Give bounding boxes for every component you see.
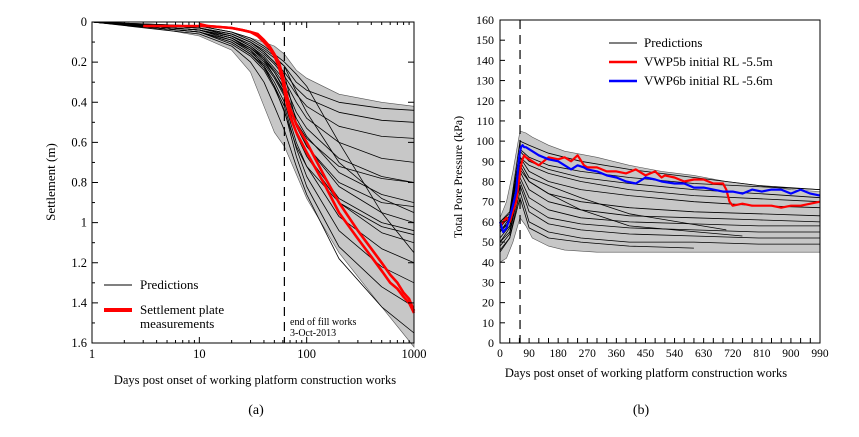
x-tick-label: 0 (497, 348, 503, 360)
annotation-line-1: end of fill works (290, 317, 356, 328)
legend-label: Predictions (140, 277, 199, 292)
prediction-line (91, 21, 415, 244)
prediction-line (91, 21, 415, 334)
y-tick-label: 140 (476, 53, 494, 67)
y-tick-label: 10 (482, 316, 494, 330)
legend: Predictions VWP5b initial RL -5.5m VWP6b… (609, 35, 773, 88)
prediction-line (499, 156, 821, 229)
x-axis-label: Days post onset of working platform cons… (505, 366, 787, 380)
x-tick-label: 270 (579, 348, 597, 360)
legend-label: Settlement plate (140, 302, 224, 317)
x-tick-label: 900 (782, 348, 800, 360)
y-tick-label: 120 (476, 94, 494, 108)
pore-pressure-chart: 0 90 180 270 360 450 540 630 720 810 900 990 0 10 20 30… (451, 13, 829, 418)
measurement-curves (143, 22, 416, 314)
x-tick-label: 180 (550, 348, 568, 360)
x-tick-label: 450 (637, 348, 655, 360)
y-tick-label: 0 (488, 336, 494, 350)
y-tick-label: 80 (482, 175, 494, 189)
measurement-curves (498, 144, 821, 234)
y-tick-label: 100 (476, 134, 494, 148)
prediction-line (499, 197, 694, 253)
envelope-area (499, 130, 821, 263)
measurement-line (498, 144, 821, 234)
prediction-line (499, 185, 820, 247)
y-tick-label: 1.4 (71, 296, 87, 310)
y-axis-label: Settlement (m) (43, 143, 58, 221)
y-axis-label: Total Pore Pressure (kPa) (451, 116, 465, 238)
x-axis-label: Days post onset of working platform cons… (114, 373, 396, 387)
tick-labels: 1 10 100 1000 0 0.2 0.4 0.6 0.8 1 1.2 1.4 1.6 (71, 15, 426, 361)
y-tick-label: 160 (476, 13, 494, 27)
x-tick-label: 90 (523, 348, 535, 360)
y-tick-label: 40 (482, 255, 494, 269)
axes (91, 21, 415, 344)
x-tick-label: 360 (608, 348, 626, 360)
x-tick-label: 630 (695, 348, 713, 360)
x-tick-label: 10 (193, 347, 206, 361)
settlement-chart: 1 10 100 1000 0 0.2 0.4 0.6 0.8 1 1.2 1.4 1.6 Settle… (43, 15, 427, 418)
legend-label: VWP6b initial RL -5.6m (644, 73, 773, 88)
x-tick-label: 1 (89, 347, 95, 361)
y-tick-label: 150 (476, 33, 494, 47)
y-tick-label: 60 (482, 215, 494, 229)
legend: Predictions Settlement plate measurement… (104, 277, 224, 331)
prediction-line (91, 21, 415, 232)
y-tick-label: 0.6 (71, 135, 87, 149)
y-tick-label: 0.8 (71, 176, 87, 190)
panel-label: (b) (633, 403, 650, 418)
y-tick-label: 0.2 (71, 55, 87, 69)
prediction-line (499, 191, 820, 251)
x-tick-label: 540 (666, 348, 684, 360)
y-tick-label: 0.4 (71, 95, 87, 109)
tick-labels: 0 90 180 270 360 450 540 630 720 810 900 990 0 10 20 30… (476, 13, 829, 360)
x-tick-label: 720 (724, 348, 742, 360)
y-tick-label: 0 (81, 15, 87, 29)
prediction-envelope (499, 130, 821, 263)
panel-label: (a) (248, 403, 264, 418)
legend-label: Predictions (644, 35, 703, 50)
prediction-line (499, 148, 821, 223)
annotation-line-2: 3-Oct-2013 (290, 328, 336, 339)
y-tick-label: 130 (476, 74, 494, 88)
y-tick-label: 30 (482, 275, 494, 289)
prediction-curves (91, 21, 415, 334)
y-tick-label: 1.6 (71, 336, 87, 350)
y-tick-label: 110 (476, 114, 494, 128)
y-tick-label: 90 (482, 154, 494, 168)
prediction-line (91, 21, 415, 284)
prediction-line (91, 21, 415, 183)
x-tick-label: 810 (753, 348, 771, 360)
y-tick-label: 1.2 (71, 256, 87, 270)
x-tick-label: 100 (297, 347, 316, 361)
y-tick-label: 70 (482, 195, 494, 209)
legend-label: VWP5b initial RL -5.5m (644, 54, 773, 69)
x-tick-label: 1000 (402, 347, 427, 361)
measurement-line (499, 154, 821, 227)
y-tick-label: 1 (81, 216, 87, 230)
legend-label: measurements (140, 316, 214, 331)
y-tick-label: 20 (482, 296, 494, 310)
x-tick-label: 990 (811, 348, 829, 360)
measurement-line (199, 22, 416, 312)
axes (499, 19, 821, 344)
y-tick-label: 50 (482, 235, 494, 249)
